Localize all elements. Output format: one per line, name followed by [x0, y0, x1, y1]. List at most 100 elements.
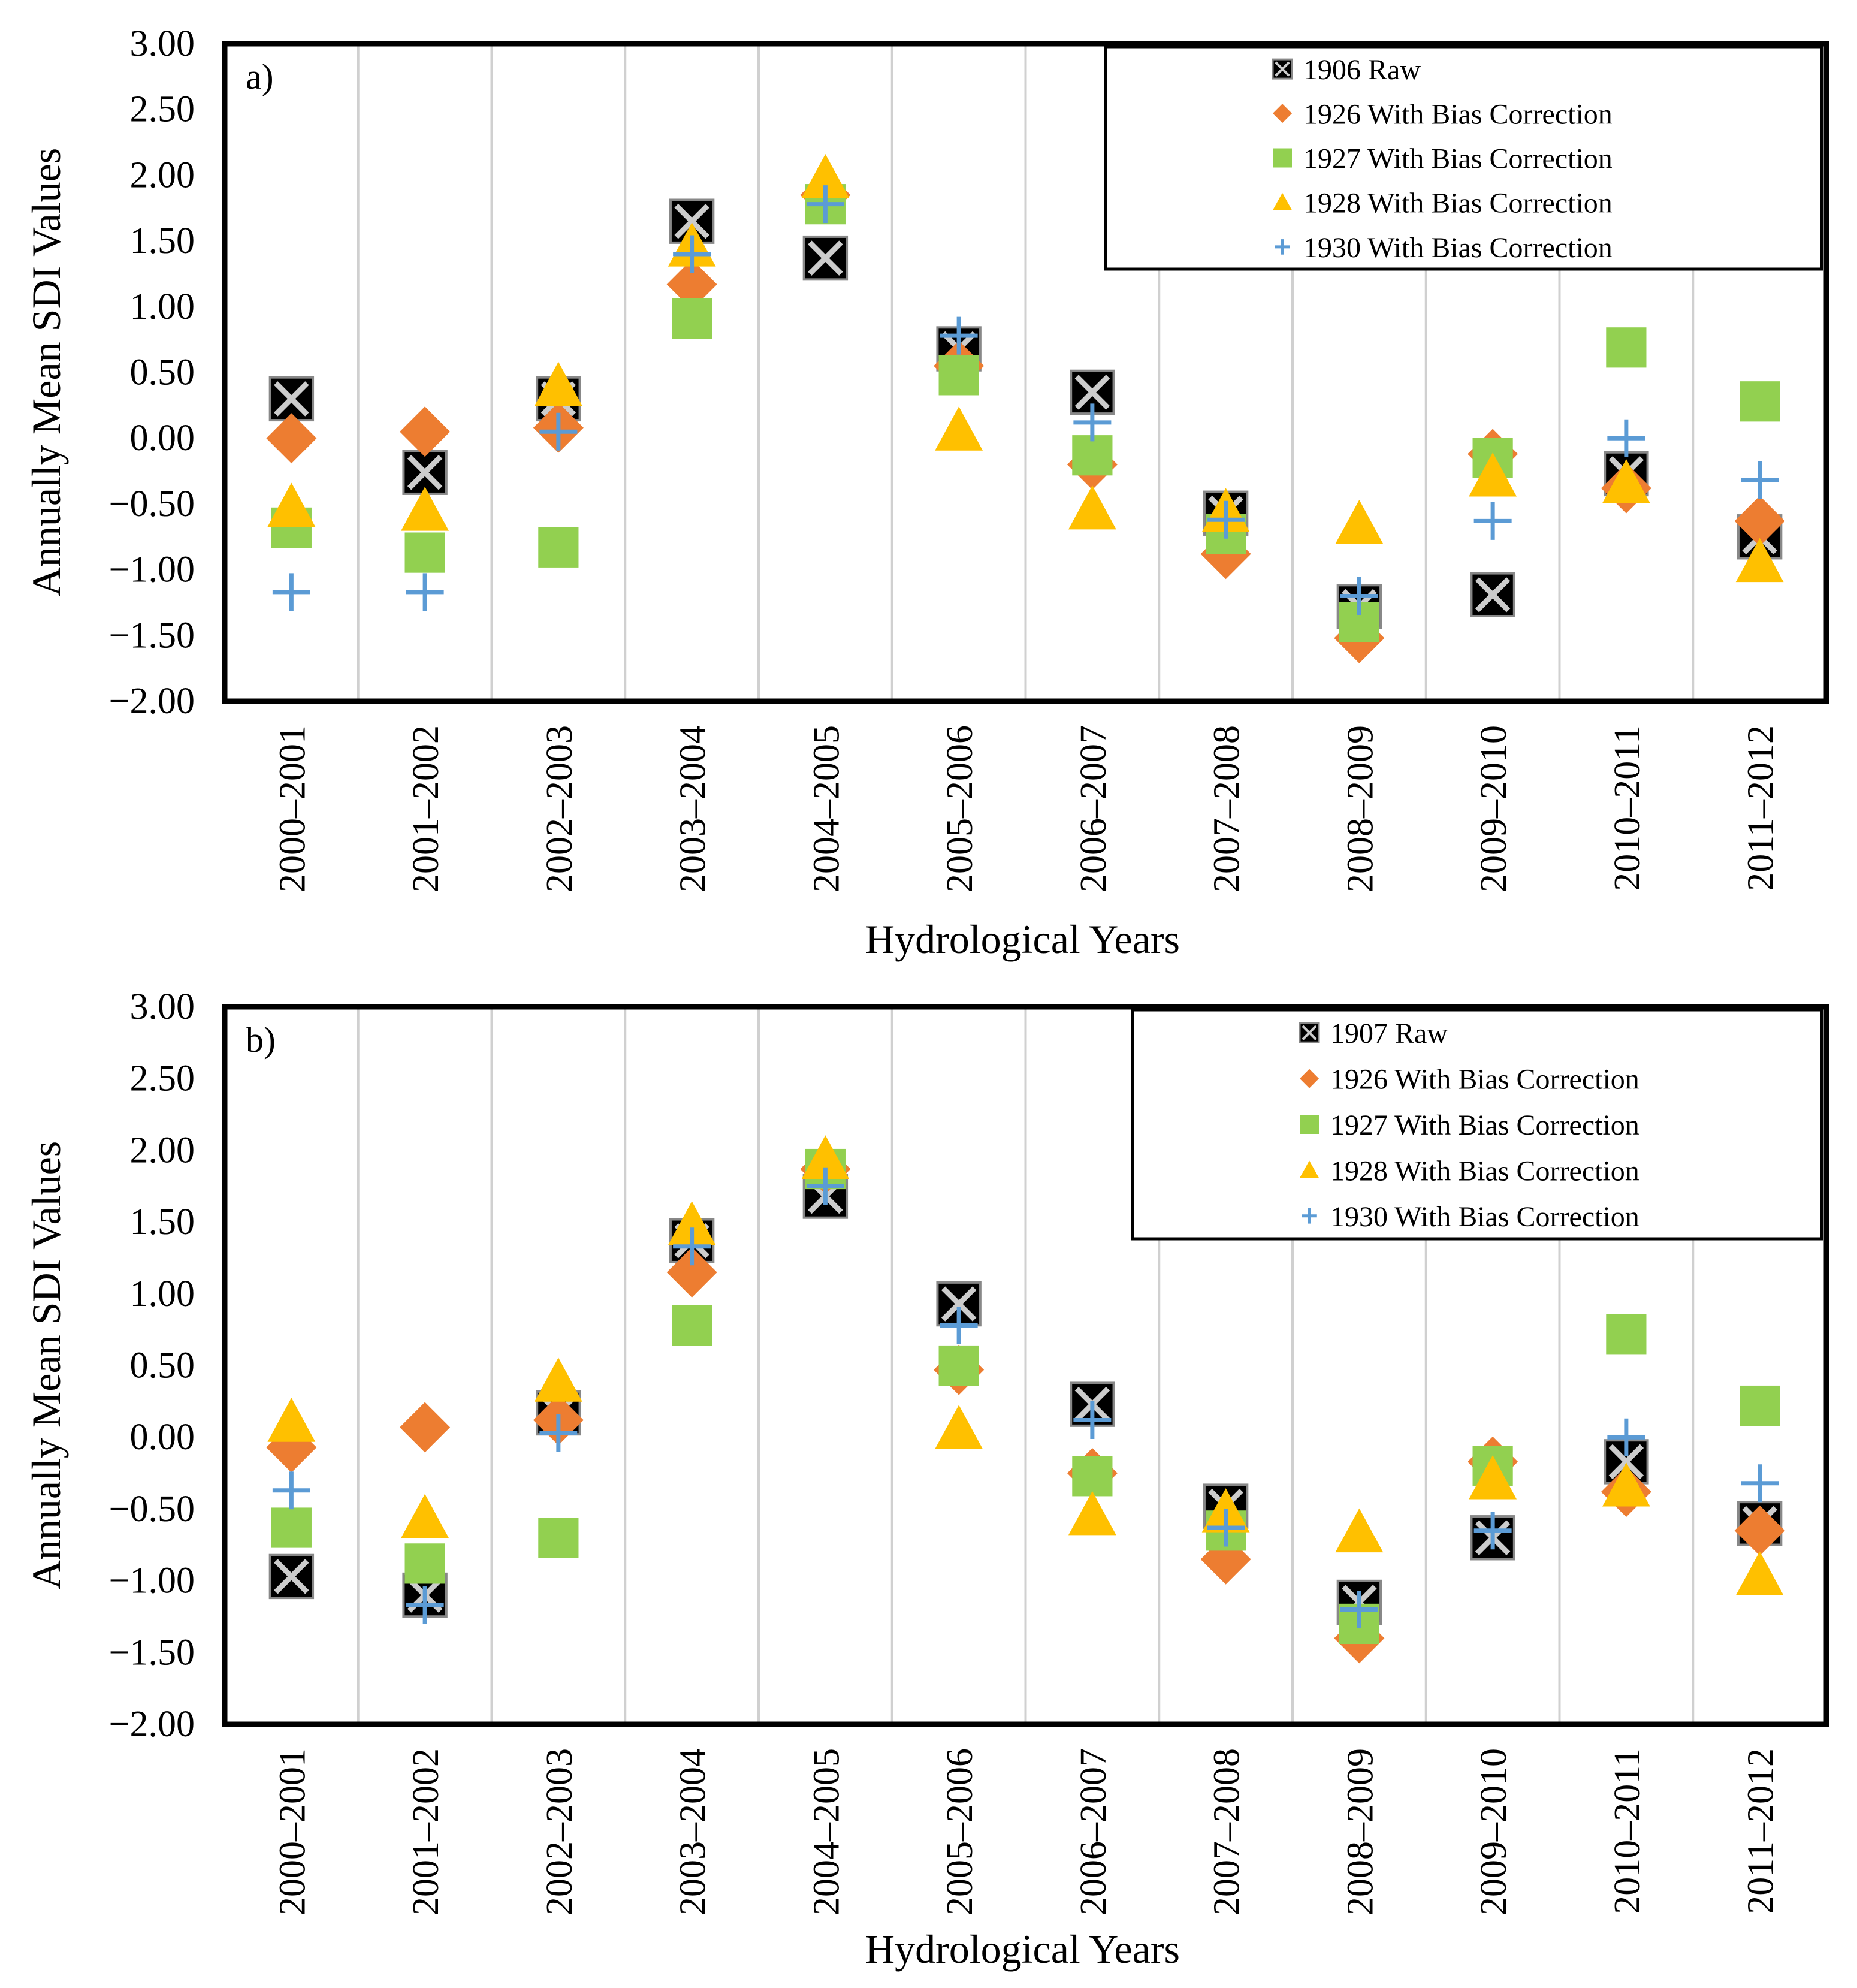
legend-marker [1273, 192, 1292, 210]
y-tick-label: −2.00 [109, 1704, 195, 1745]
data-point [538, 527, 579, 568]
data-point [266, 413, 317, 464]
y-tick-label: 2.50 [130, 1058, 195, 1099]
x-tick-label: 2002–2003 [539, 725, 580, 892]
data-point [1340, 1590, 1378, 1628]
legend-label: 1926 With Bias Correction [1330, 1064, 1639, 1096]
y-tick-label: −0.50 [109, 484, 195, 524]
data-point [1070, 369, 1115, 415]
data-point [1073, 403, 1112, 442]
data-point [1207, 500, 1245, 539]
data-point [539, 1414, 578, 1452]
data-point [267, 1398, 316, 1442]
legend-marker [1275, 239, 1290, 255]
data-point [1735, 538, 1784, 583]
data-point [1741, 461, 1779, 499]
x-tick-label: 2007–2008 [1207, 725, 1248, 892]
series-1928 [267, 153, 1784, 583]
y-tick-label: 3.00 [130, 23, 195, 64]
data-point [666, 259, 717, 310]
x-tick-label: 2004–2005 [806, 725, 847, 892]
data-point [935, 1405, 983, 1449]
legend-label: 1928 With Bias Correction [1303, 188, 1613, 219]
data-point [272, 573, 310, 611]
data-point [267, 482, 316, 527]
y-tick-label: −1.50 [109, 1632, 195, 1673]
legend-marker [1272, 58, 1293, 80]
legend-marker [1300, 1115, 1319, 1134]
x-tick-label: 2006–2007 [1073, 725, 1114, 892]
legend-label: 1907 Raw [1330, 1018, 1448, 1049]
y-tick-label: 0.50 [130, 1346, 195, 1386]
y-tick-label: 0.50 [130, 352, 195, 393]
legend-marker [1302, 1208, 1317, 1224]
data-point [1735, 1551, 1784, 1595]
data-point [534, 1357, 582, 1402]
data-point [401, 487, 449, 531]
data-point [1335, 1508, 1384, 1553]
legend-label: 1926 With Bias Correction [1303, 98, 1613, 130]
x-tick-label: 2011–2012 [1741, 725, 1781, 891]
x-tick-label: 2005–2006 [940, 1748, 980, 1915]
plot-frame [222, 1004, 1829, 1727]
series-1930 [272, 1167, 1779, 1628]
legend: 1906 Raw 1926 With Bias Correction 1927 Wi… [1104, 45, 1823, 271]
data-point [673, 1227, 711, 1266]
data-point [1340, 577, 1378, 615]
y-tick-label: −1.00 [109, 1561, 195, 1601]
x-tick-label: 2010–2011 [1607, 725, 1648, 891]
data-point [801, 1135, 850, 1179]
x-tick-label: 2001–2002 [406, 725, 446, 892]
y-tick-label: 2.50 [130, 89, 195, 130]
data-point [1068, 1491, 1116, 1536]
data-point [802, 235, 849, 281]
data-point [406, 573, 444, 611]
data-point [1734, 1505, 1785, 1556]
x-tick-label: 2011–2012 [1741, 1748, 1781, 1914]
x-tick-label: 2005–2006 [940, 725, 980, 892]
data-point [940, 1306, 978, 1344]
y-axis-title: Annually Mean SDI Values [23, 148, 69, 597]
y-tick-label: −0.50 [109, 1489, 195, 1530]
data-point [1207, 1509, 1245, 1547]
data-point [1073, 1401, 1112, 1439]
data-point [538, 1518, 579, 1558]
data-point [1469, 452, 1517, 497]
data-point [401, 1494, 449, 1538]
x-tick-label: 2010–2011 [1607, 1748, 1648, 1914]
legend-label: 1906 Raw [1303, 54, 1421, 86]
y-tick-label: −1.00 [109, 550, 195, 590]
data-point [406, 1586, 444, 1624]
y-tick-label: 2.00 [130, 155, 195, 195]
data-point [669, 198, 715, 244]
series-1927 [271, 1148, 1780, 1645]
x-tick-label: 2004–2005 [806, 1748, 847, 1915]
x-tick-label: 2008–2009 [1340, 1748, 1381, 1915]
data-point [271, 1507, 312, 1548]
x-tick-label: 2003–2004 [673, 725, 714, 892]
legend-label: 1927 With Bias Correction [1303, 143, 1613, 175]
data-point [1607, 419, 1645, 457]
y-tick-label: 0.00 [130, 418, 195, 458]
data-point [1473, 1512, 1512, 1550]
y-tick-label: −2.00 [109, 681, 195, 722]
data-point [668, 1201, 716, 1245]
data-point [672, 1305, 712, 1346]
chart-panel-a: 3.00 2.50 2.00 1.50 1.00 0.50 0.00 −0.50 −1.00 −1… [23, 23, 1829, 962]
data-point [268, 1553, 315, 1600]
data-point [272, 1471, 310, 1510]
y-tick-label: 2.00 [130, 1130, 195, 1171]
y-tick-label: 1.00 [130, 1274, 195, 1314]
data-point [1602, 1462, 1650, 1507]
data-point [806, 1167, 844, 1205]
data-point [539, 412, 578, 451]
legend-marker [1299, 1022, 1320, 1043]
data-point [1741, 1464, 1779, 1503]
legend-marker [1273, 104, 1292, 123]
x-tick-label: 2001–2002 [406, 1748, 446, 1915]
data-point [400, 1402, 451, 1453]
data-point [1606, 1314, 1647, 1355]
x-tick-label: 2007–2008 [1207, 1748, 1248, 1915]
x-tick-label: 2000–2001 [272, 725, 313, 892]
series-1930 [272, 185, 1779, 615]
